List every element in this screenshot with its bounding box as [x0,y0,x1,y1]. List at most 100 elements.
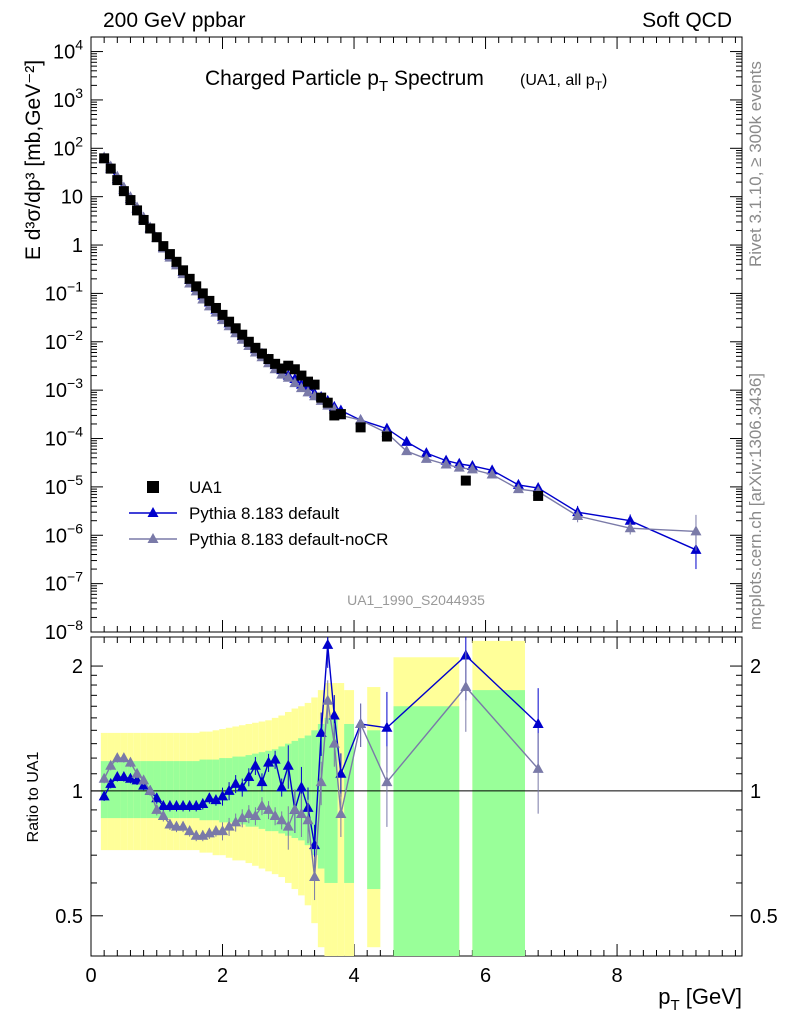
data-point [132,205,143,216]
ratio-series-marker [151,803,163,814]
data-point [184,273,195,284]
main-series-marker [420,452,432,463]
ratio-x-tick-label: 0 [85,965,96,987]
ratio-band-inner [284,743,292,836]
data-point [164,249,175,260]
ratio-series-marker [302,814,314,825]
main-series-marker [355,414,367,425]
data-point [283,360,294,371]
legend-marker [147,533,159,543]
ratio-series-marker [138,774,150,785]
data-point [289,364,300,375]
main-y-tick-label: 10 [61,187,83,209]
ratio-series-marker [460,681,472,692]
ratio-band-inner [291,740,299,839]
main-series-marker [276,368,288,379]
plot-title: Charged Particle pT Spectrum [205,67,484,95]
ratio-band-inner [114,761,121,819]
ratio-band-inner [331,717,338,883]
ratio-series-marker [276,814,288,825]
ratio-x-tick-label: 8 [611,965,622,987]
data-point [355,422,366,433]
ratio-band-inner [472,690,525,956]
x-axis-label: pT [GeV] [658,984,742,1014]
data-point [99,153,110,164]
data-point [335,409,346,420]
ratio-series-marker [263,803,275,814]
data-point [256,348,267,359]
data-point [171,256,182,267]
main-y-tick-label: 10−1 [45,278,83,305]
data-point [533,490,544,501]
ratio-series-marker [355,717,367,728]
ratio-series-marker [289,803,301,814]
ratio-series-marker [164,818,176,829]
main-y-tick-label: 10−3 [45,375,83,402]
ratio-band-inner [100,761,108,819]
data-point [105,163,116,174]
ratio-band-inner [367,730,381,890]
main-series-marker [453,461,465,472]
category-label: Soft QCD [642,9,732,32]
ratio-band-inner [271,749,279,832]
main-y-tick-label: 10−8 [45,617,83,644]
legend-label-nocr: Pythia 8.183 default-noCR [189,530,388,549]
data-point [118,186,129,197]
main-series-marker [572,510,584,521]
ratio-series-marker [269,753,281,764]
ratio-band-inner [186,761,193,819]
ratio-series-marker [223,820,235,831]
ratio-series-marker [98,772,110,783]
ratio-series-marker [256,776,268,787]
main-series-marker [295,382,307,393]
ratio-x-tick-label: 6 [480,965,491,987]
ratio-series-marker [157,810,169,821]
legend-label-data: UA1 [189,478,222,497]
ratio-series-marker [223,784,235,795]
ratio-band-inner [212,759,220,821]
mcplots-label: mcplots.cern.ch [arXiv:1306.3436] [746,372,765,630]
data-point [145,223,156,234]
data-point [230,323,241,334]
ratio-series-marker [322,694,334,705]
ratio-series-marker [381,721,393,732]
main-y-tick-label: 10−6 [45,520,83,547]
main-series-marker [466,463,478,474]
data-point [178,265,189,276]
data-point [138,214,149,225]
data-point [316,392,327,403]
data-point [224,316,235,327]
ratio-band-inner [153,761,161,819]
data-point [329,410,340,421]
main-series-marker [289,377,301,388]
data-point [460,475,471,486]
data-point [243,336,254,347]
main-series-marker [302,386,314,397]
ratio-series-marker [230,816,242,827]
ratio-series-marker [217,790,229,801]
ratio-y-tick-label: 0.5 [55,906,83,928]
data-point [276,363,287,374]
main-y-tick-label: 104 [53,37,83,64]
ratio-band-inner [311,730,318,856]
main-series-marker [624,522,636,533]
main-plot-frame [90,36,743,633]
legend-marker-data [147,481,159,493]
ratio-series-marker [217,825,229,836]
data-point [151,232,162,243]
ratio-series-marker [124,772,136,783]
ratio-band-inner [199,759,207,821]
ratio-series-marker [282,759,294,770]
main-series-marker [624,514,636,525]
ratio-series-marker [118,752,130,763]
plot-title-note: (UA1, all pT) [520,72,607,93]
main-series-marker [282,371,294,382]
ratio-series-marker [322,638,334,649]
data-point [112,175,123,186]
main-y-tick-label: 1 [72,235,83,257]
ratio-series-marker [328,737,340,748]
ratio-band-inner [206,759,213,821]
main-series-marker [690,525,702,536]
ratio-series-marker [249,810,261,821]
